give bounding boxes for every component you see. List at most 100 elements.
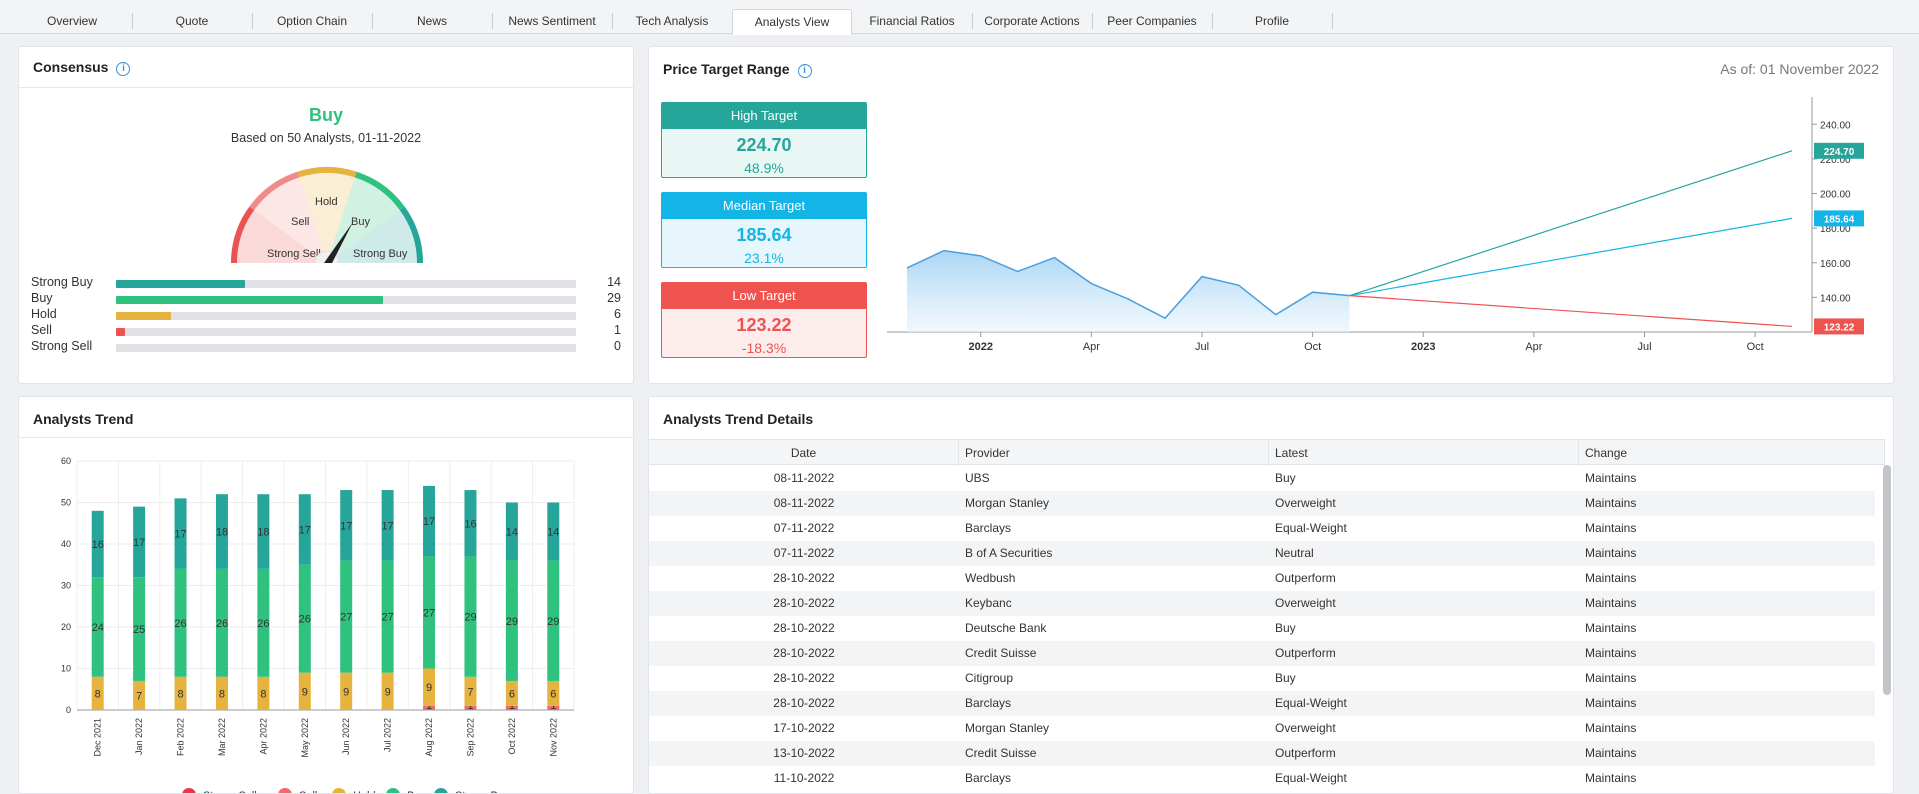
table-row[interactable]: 28-10-2022 Wedbush Outperform Maintains bbox=[649, 566, 1875, 591]
bar-hold[interactable] bbox=[505, 680, 518, 706]
table-row[interactable]: 28-10-2022 Credit Suisse Outperform Maintai… bbox=[649, 641, 1875, 666]
bar-strong-buy[interactable] bbox=[91, 510, 104, 578]
tab-quote[interactable]: Quote bbox=[175, 14, 209, 28]
bar-sell[interactable] bbox=[464, 705, 477, 710]
legend-marker[interactable] bbox=[434, 788, 448, 794]
legend-marker[interactable] bbox=[386, 788, 400, 794]
tab-peer-companies[interactable]: Peer Companies bbox=[1107, 14, 1197, 28]
y-tick-label: 240.00 bbox=[1820, 120, 1851, 131]
tab-option-chain[interactable]: Option Chain bbox=[276, 14, 348, 28]
table-cell-change: Maintains bbox=[1585, 696, 1637, 710]
tab-corporate-actions[interactable]: Corporate Actions bbox=[984, 14, 1080, 28]
bar-hold[interactable] bbox=[381, 672, 394, 710]
info-icon[interactable]: i bbox=[116, 62, 131, 76]
table-row[interactable]: 17-10-2022 Morgan Stanley Overweight Mainta… bbox=[649, 716, 1875, 741]
table-scrollbar[interactable] bbox=[1883, 465, 1891, 695]
table-row[interactable]: 28-10-2022 Deutsche Bank Buy Maintains bbox=[649, 616, 1875, 641]
bar-buy[interactable] bbox=[423, 556, 436, 669]
table-row[interactable]: 07-11-2022 Barclays Equal-Weight Maintains bbox=[649, 516, 1875, 541]
table-row[interactable]: 08-11-2022 Morgan Stanley Overweight Mainta… bbox=[649, 491, 1875, 516]
bar-buy[interactable] bbox=[298, 564, 311, 673]
legend-label[interactable]: Strong Buy bbox=[455, 790, 510, 794]
bar-sell[interactable] bbox=[505, 705, 518, 710]
table-cell-change: Maintains bbox=[1585, 771, 1637, 785]
bar-hold[interactable] bbox=[174, 676, 187, 710]
legend-label[interactable]: Strong Sell bbox=[203, 790, 257, 794]
table-row[interactable]: 28-10-2022 Barclays Equal-Weight Maintains bbox=[649, 691, 1875, 716]
bar-buy[interactable] bbox=[174, 568, 187, 677]
table-row[interactable]: 11-10-2022 Barclays Equal-Weight Maintains bbox=[649, 766, 1875, 791]
bar-buy[interactable] bbox=[257, 568, 270, 677]
legend-label[interactable]: Hold bbox=[353, 790, 376, 794]
rating-label: Strong Sell bbox=[31, 339, 93, 353]
table-row[interactable]: 28-10-2022 Citigroup Buy Maintains bbox=[649, 666, 1875, 691]
table-row[interactable]: 13-10-2022 Credit Suisse Outperform Maintai… bbox=[649, 741, 1875, 766]
x-tick-label: Jul bbox=[1637, 341, 1651, 353]
bar-buy[interactable] bbox=[215, 568, 228, 677]
column-header-date[interactable]: Date bbox=[649, 440, 959, 466]
table-row[interactable]: 07-11-2022 B of A Securities Neutral Mainta… bbox=[649, 541, 1875, 566]
bar-buy[interactable] bbox=[91, 577, 104, 677]
bar-strong-buy[interactable] bbox=[215, 494, 228, 569]
bar-strong-buy[interactable] bbox=[423, 485, 436, 557]
bar-sell[interactable] bbox=[547, 705, 560, 710]
bar-buy[interactable] bbox=[340, 560, 353, 673]
rating-row: Strong Buy 14 bbox=[31, 275, 621, 291]
gauge-seg-sell bbox=[249, 171, 300, 211]
table-cell-provider: Citigroup bbox=[965, 671, 1014, 685]
bar-strong-buy[interactable] bbox=[340, 490, 353, 561]
info-icon[interactable]: i bbox=[797, 64, 812, 78]
bar-strong-buy[interactable] bbox=[174, 498, 187, 569]
tab-financial-ratios[interactable]: Financial Ratios bbox=[869, 14, 955, 28]
y-tick-label: 40 bbox=[61, 539, 71, 549]
bar-strong-buy[interactable] bbox=[505, 502, 518, 561]
bar-strong-buy[interactable] bbox=[133, 506, 146, 578]
rating-fill bbox=[116, 328, 126, 336]
legend-marker[interactable] bbox=[182, 788, 196, 794]
table-cell-change: Maintains bbox=[1585, 596, 1637, 610]
rating-track bbox=[116, 312, 576, 320]
rating-fill bbox=[116, 280, 245, 288]
bar-hold[interactable] bbox=[133, 680, 146, 710]
bar-buy[interactable] bbox=[547, 560, 560, 681]
table-row[interactable]: 28-10-2022 Keybanc Overweight Maintains bbox=[649, 591, 1875, 616]
bar-sell[interactable] bbox=[423, 705, 436, 710]
legend-marker[interactable] bbox=[278, 788, 292, 794]
bar-buy[interactable] bbox=[505, 560, 518, 681]
bar-buy[interactable] bbox=[133, 577, 146, 681]
bar-strong-buy[interactable] bbox=[464, 490, 477, 557]
column-header-provider[interactable]: Provider bbox=[959, 440, 1269, 466]
column-header-latest[interactable]: Latest bbox=[1269, 440, 1579, 466]
bar-buy[interactable] bbox=[381, 560, 394, 673]
table-row[interactable]: 08-11-2022 UBS Buy Maintains bbox=[649, 466, 1875, 491]
bar-hold[interactable] bbox=[547, 680, 560, 706]
bar-strong-buy[interactable] bbox=[298, 494, 311, 565]
legend-marker[interactable] bbox=[332, 788, 346, 794]
consensus-panel: Consensus i Buy Based on 50 Analysts, 01-… bbox=[18, 46, 634, 384]
gauge-label-strong-buy: Strong Buy bbox=[353, 248, 408, 260]
bar-strong-buy[interactable] bbox=[257, 494, 270, 569]
bar-hold[interactable] bbox=[91, 676, 104, 710]
bar-hold[interactable] bbox=[464, 676, 477, 706]
rating-count: 29 bbox=[607, 291, 621, 305]
tab-profile[interactable]: Profile bbox=[1254, 14, 1289, 28]
bar-hold[interactable] bbox=[215, 676, 228, 710]
tab-analysts-view[interactable]: Analysts View bbox=[732, 9, 852, 35]
gauge-seg-strong-sell-fill bbox=[231, 206, 327, 263]
bar-hold[interactable] bbox=[298, 672, 311, 710]
tab-overview[interactable]: Overview bbox=[46, 14, 97, 28]
bar-strong-buy[interactable] bbox=[381, 490, 394, 561]
legend-label[interactable]: Buy bbox=[407, 790, 426, 794]
tab-tech-analysis[interactable]: Tech Analysis bbox=[635, 14, 709, 28]
bar-value-label: 17 bbox=[340, 520, 352, 532]
legend-label[interactable]: Sell bbox=[299, 790, 317, 794]
column-header-change[interactable]: Change bbox=[1579, 440, 1885, 466]
bar-strong-buy[interactable] bbox=[547, 502, 560, 561]
tab-news-sentiment[interactable]: News Sentiment bbox=[508, 14, 596, 28]
tab-news[interactable]: News bbox=[416, 14, 447, 28]
bar-hold[interactable] bbox=[423, 668, 436, 706]
x-tick-label: Apr 2022 bbox=[258, 718, 268, 755]
bar-hold[interactable] bbox=[257, 676, 270, 710]
bar-buy[interactable] bbox=[464, 556, 477, 677]
bar-hold[interactable] bbox=[340, 672, 353, 710]
